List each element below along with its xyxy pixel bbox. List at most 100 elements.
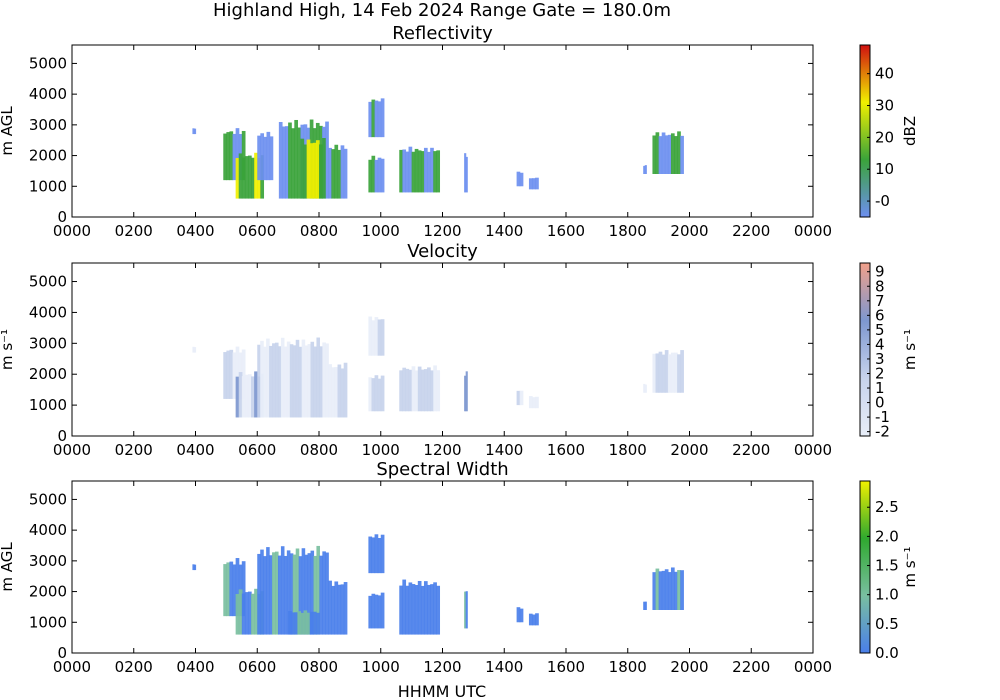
colorbar-tick-label: 1.0 bbox=[875, 586, 899, 604]
echo-strip bbox=[464, 153, 467, 193]
echo-strip bbox=[420, 151, 425, 193]
echo-strip bbox=[408, 146, 413, 193]
echo-strip bbox=[192, 564, 195, 571]
echo-strip bbox=[644, 601, 647, 610]
colorbar-tick-label: 3 bbox=[875, 350, 885, 368]
echo-strip bbox=[371, 593, 376, 629]
colorbar-tick-label: 8 bbox=[875, 277, 885, 295]
y-tick-label: 5000 bbox=[29, 490, 67, 508]
x-tick-label: 1400 bbox=[485, 658, 523, 676]
echo-strip bbox=[411, 366, 416, 412]
echo-strip bbox=[436, 585, 441, 635]
echo-strip bbox=[275, 342, 279, 418]
echo-strip bbox=[241, 593, 246, 635]
echo-strip bbox=[247, 155, 252, 199]
echo-strip bbox=[193, 564, 197, 571]
echo-strip bbox=[263, 556, 267, 635]
echo-strip bbox=[368, 159, 373, 193]
echo-strip bbox=[368, 536, 373, 574]
echo-strip bbox=[420, 369, 425, 412]
echo-strip bbox=[297, 611, 302, 635]
echo-strip bbox=[254, 588, 258, 635]
x-tick-label: 0200 bbox=[115, 222, 153, 240]
echo-strip bbox=[377, 157, 382, 193]
echo-strip bbox=[310, 550, 315, 635]
echo-strip bbox=[309, 143, 314, 199]
echo-strip bbox=[263, 136, 268, 181]
echo-strip bbox=[427, 151, 431, 193]
colorbar-tick-label: 4 bbox=[875, 335, 885, 353]
echo-strip bbox=[289, 553, 294, 635]
colorbar bbox=[859, 44, 871, 218]
echo-strip bbox=[251, 157, 255, 199]
echo-strip bbox=[528, 396, 533, 409]
echo-strip bbox=[368, 316, 373, 356]
echo-strip bbox=[319, 346, 323, 418]
echo-strip bbox=[247, 591, 252, 635]
echo-strip bbox=[312, 611, 317, 635]
echo-strip bbox=[301, 548, 306, 635]
echo-strip bbox=[417, 150, 422, 193]
echo-strip bbox=[661, 132, 666, 174]
echo-strip bbox=[257, 553, 261, 635]
echo-strip bbox=[272, 343, 276, 418]
x-tick-label: 0600 bbox=[238, 222, 276, 240]
echo-strip bbox=[643, 165, 646, 174]
echo-strip bbox=[408, 582, 413, 635]
y-tick-label: 0 bbox=[57, 644, 67, 662]
x-tick-label: 2000 bbox=[670, 222, 708, 240]
x-tick-label: 2200 bbox=[732, 441, 770, 459]
colorbar-label: m s⁻¹ bbox=[901, 546, 919, 587]
echo-strip bbox=[266, 338, 270, 418]
y-tick-label: 0 bbox=[57, 427, 67, 445]
echo-strip bbox=[430, 370, 434, 412]
y-tick-label: 4000 bbox=[29, 521, 67, 539]
colorbar-tick-label: 40 bbox=[875, 65, 894, 83]
y-tick-label: 2000 bbox=[29, 365, 67, 383]
panel-title: Spectral Width bbox=[376, 459, 508, 480]
echo-strip bbox=[312, 142, 317, 199]
x-tick-label: 0000 bbox=[794, 222, 832, 240]
y-tick-label: 3000 bbox=[29, 334, 67, 352]
y-axis-label: m s⁻¹ bbox=[0, 329, 16, 370]
echo-strip bbox=[430, 147, 434, 193]
echo-strip bbox=[464, 591, 467, 629]
echo-strip bbox=[535, 613, 539, 626]
x-tick-label: 1000 bbox=[362, 658, 400, 676]
echo-strip bbox=[269, 345, 273, 418]
echo-strip bbox=[337, 149, 342, 199]
echo-strip bbox=[465, 591, 468, 629]
echo-strip bbox=[280, 546, 285, 635]
echo-strip bbox=[343, 582, 348, 635]
echo-strip bbox=[226, 132, 231, 181]
echo-strip bbox=[244, 374, 249, 418]
echo-strip bbox=[223, 133, 227, 181]
x-tick-label: 0200 bbox=[115, 658, 153, 676]
x-tick-label: 2200 bbox=[732, 658, 770, 676]
y-tick-label: 1000 bbox=[29, 613, 67, 631]
echo-strip bbox=[337, 364, 342, 418]
echo-strip bbox=[294, 612, 298, 635]
echo-strip bbox=[294, 119, 298, 199]
x-tick-label: 0600 bbox=[238, 441, 276, 459]
echo-strip bbox=[238, 372, 243, 418]
echo-strip bbox=[232, 564, 237, 617]
x-tick-label: 1600 bbox=[547, 441, 585, 459]
panel-spectral-width: Spectral Width 0000 0200 0400 0600 0800 1000 12… bbox=[0, 459, 919, 676]
colorbar-tick-label: 7 bbox=[875, 292, 885, 310]
echo-strip bbox=[289, 344, 294, 418]
x-tick-label: 0800 bbox=[300, 658, 338, 676]
echo-strip bbox=[272, 552, 276, 635]
echo-strip bbox=[658, 136, 663, 174]
echo-strip bbox=[674, 571, 678, 610]
echo-strip bbox=[343, 362, 348, 418]
echo-strip bbox=[316, 337, 320, 418]
echo-strip bbox=[652, 135, 657, 174]
panel-title: Velocity bbox=[407, 241, 478, 262]
echo-strip bbox=[310, 341, 315, 418]
echo-strip bbox=[402, 149, 407, 193]
echo-strip bbox=[380, 158, 385, 193]
x-tick-label: 1000 bbox=[362, 441, 400, 459]
